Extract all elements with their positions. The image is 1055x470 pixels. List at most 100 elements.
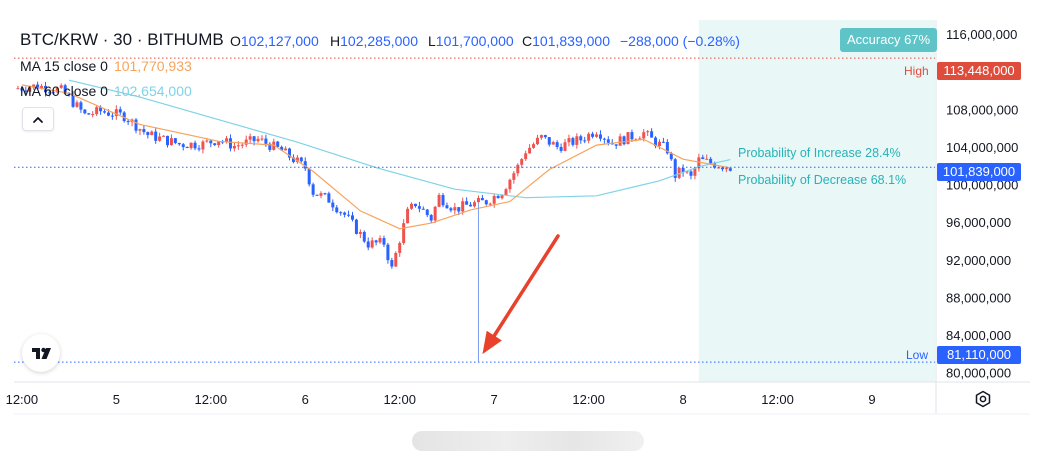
annotation-arrow-head [482,330,502,355]
candle-body [276,141,280,147]
candle-body [248,136,252,140]
y-tick-label: 96,000,000 [946,215,1011,230]
candle-body [354,219,358,234]
candle-body [425,209,429,216]
chevron-up-icon [33,116,43,123]
candle-body [661,141,665,143]
change-value: −288,000 (−0.28%) [620,33,740,49]
candle-body [51,92,55,94]
low-line-label: Low [906,348,929,362]
high-line-label: High [904,64,929,78]
x-tick-label: 12:00 [383,392,416,407]
moving-averages [21,79,731,230]
candle-body [32,84,36,88]
candle-body [496,195,500,199]
candle-body [449,208,453,211]
candle-body [571,138,575,145]
candle-body [24,90,28,92]
x-tick-label: 12:00 [6,392,39,407]
low-label: L [428,33,436,49]
candle-body [303,161,307,169]
candle-body [59,85,63,88]
y-tick-label: 84,000,000 [946,328,1011,343]
candle-body [67,93,71,96]
candle-body [185,147,189,149]
candle-body [724,168,728,170]
candle-body [402,223,406,243]
candle-body [547,137,551,145]
candle-body [650,131,654,138]
ohlc-low: L101,700,000 [428,33,514,49]
candle-body [646,131,650,133]
y-tick-label: 116,000,000 [946,27,1017,42]
candle-body [280,146,284,151]
ohlc-close: C101,839,000 [522,33,610,49]
ma15-line [21,84,731,230]
tradingview-logo-icon[interactable] [22,334,60,372]
candle-body [500,194,504,199]
candle-body [118,109,122,113]
candle-body [457,207,461,212]
probability-increase: Probability of Increase 28.4% [738,146,901,160]
candle-body [445,205,449,209]
candle-body [606,139,610,143]
candle-body [28,87,32,92]
logo-mark [32,347,51,359]
candle-body [587,133,591,141]
ma15-legend[interactable]: MA 15 close 0 101,770,933 [20,58,192,74]
candle-body [484,200,488,205]
candle-body [618,136,622,146]
candle-body [535,137,539,145]
candle-body [264,138,268,144]
candle-body [697,157,701,169]
candle-body [476,198,480,203]
candle-body [323,193,327,195]
reference-lines [14,57,935,363]
candle-body [63,85,67,94]
candle-body [362,231,366,242]
x-tick-label: 8 [679,392,686,407]
candle-body [205,140,209,142]
candle-body [228,138,232,149]
candle-body [630,132,634,140]
low-value: 101,700,000 [435,33,514,49]
x-tick-label: 12:00 [195,392,228,407]
ma15-value: 101,770,933 [113,58,192,74]
candle-body [138,129,142,131]
candle-body [504,189,508,195]
x-tick-label: 12:00 [572,392,605,407]
candle-body [480,198,484,201]
candle-body [626,132,630,145]
candle-body [429,215,433,221]
ma60-legend[interactable]: MA 60 close 0 102,654,000 [20,83,192,99]
candle-body [225,138,229,142]
close-value: 101,839,000 [532,33,610,49]
candle-body [146,132,150,136]
candle-body [689,171,693,176]
candle-body [701,157,705,160]
candle-body [591,133,595,137]
y-tick-label: 100,000,000 [946,178,1018,193]
candle-body [240,144,244,146]
candle-body [709,158,713,164]
candle-body [181,144,185,148]
candle-body [162,135,166,137]
candle-body [122,112,126,122]
candle-body [268,143,272,150]
candle-body [555,142,559,147]
candle-body [657,141,661,147]
collapse-legend-button[interactable] [22,107,54,131]
accuracy-badge: Accuracy 67% [840,28,938,52]
candle-body [488,203,492,205]
candle-body [91,114,95,116]
ohlc-open: O102,127,000 [230,33,319,49]
candle-body [512,173,516,180]
candle-body [465,201,469,205]
candle-body [421,208,425,210]
gear-shape [975,390,991,408]
gear-icon[interactable] [973,389,993,409]
x-tick-label: 6 [302,392,309,407]
candle-body [638,138,642,140]
